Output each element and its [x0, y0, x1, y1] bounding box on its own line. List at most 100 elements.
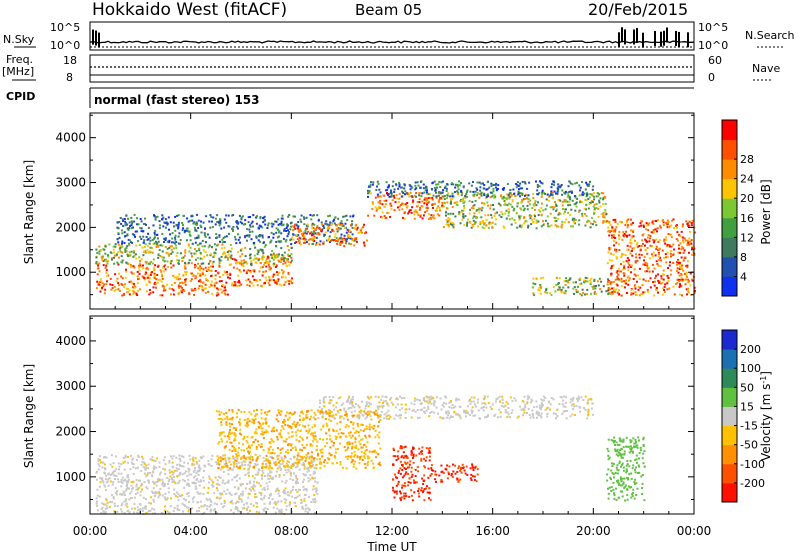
velocity-cell: [241, 463, 244, 466]
velocity-cell: [277, 500, 280, 503]
power-cell: [506, 193, 508, 196]
power-cell: [153, 242, 156, 245]
velocity-cell: [310, 501, 313, 504]
power-cell: [267, 222, 270, 225]
power-cell: [618, 238, 621, 241]
velocity-cell: [283, 457, 286, 460]
power-cell: [663, 286, 666, 289]
power-cell: [593, 198, 596, 201]
power-cell: [199, 265, 202, 268]
power-cell: [319, 240, 322, 243]
velocity-cell: [401, 486, 404, 489]
power-cell: [165, 226, 167, 229]
velocity-cell: [191, 462, 194, 465]
power-cell: [591, 223, 594, 226]
power-cell: [143, 250, 145, 253]
velocity-cell: [207, 481, 210, 484]
power-cell: [272, 279, 275, 282]
power-cell: [454, 215, 457, 218]
power-cell: [223, 226, 226, 229]
power-cell: [321, 228, 324, 231]
velocity-cell: [412, 448, 415, 450]
power-cell: [373, 214, 376, 217]
velocity-cell: [279, 469, 282, 471]
power-cell: [320, 221, 323, 224]
power-cell: [127, 217, 129, 220]
power-cell: [185, 227, 188, 230]
velocity-cell: [247, 512, 249, 515]
velocity-cell: [569, 401, 572, 404]
power-cell: [194, 274, 197, 277]
velocity-cell: [315, 487, 318, 490]
power-cell: [557, 185, 560, 188]
velocity-cell: [425, 409, 428, 412]
power-cell: [578, 194, 581, 197]
power-cell: [654, 254, 657, 257]
power-cell: [259, 248, 262, 251]
velocity-cell: [185, 470, 187, 473]
power-cell: [217, 288, 220, 291]
power-cell: [280, 247, 283, 250]
power-cell: [245, 272, 248, 275]
velocity-cell: [323, 396, 325, 399]
velocity-cell: [342, 402, 345, 405]
velocity-cell: [570, 398, 573, 401]
power-cell: [179, 239, 182, 241]
power-cell: [558, 277, 561, 280]
power-cell: [200, 226, 203, 229]
nsky-spike: [663, 30, 665, 46]
power-cell: [431, 203, 434, 206]
power-cell: [247, 269, 250, 272]
power-cell: [190, 262, 193, 265]
power-cell: [158, 249, 161, 251]
power-cell: [560, 184, 563, 186]
velocity-cell: [523, 408, 526, 411]
power-cell: [450, 182, 453, 185]
velocity-cell: [196, 462, 199, 465]
velocity-cell: [288, 461, 290, 464]
power-cell: [646, 289, 649, 291]
power-cell: [183, 264, 186, 267]
power-cell: [242, 223, 245, 226]
power-cell: [552, 208, 555, 211]
power-cell: [580, 282, 583, 285]
power-cell: [249, 224, 252, 227]
power-cell: [466, 189, 469, 192]
power-cell: [538, 289, 541, 292]
velocity-cell: [399, 472, 402, 475]
power-cell: [138, 272, 141, 275]
velocity-cell: [252, 487, 254, 490]
velocity-cell: [280, 510, 283, 513]
power-cell: [596, 195, 599, 198]
power-cell: [188, 233, 191, 236]
velocity-cell: [247, 468, 250, 471]
power-cell: [188, 293, 191, 296]
power-cell: [314, 232, 317, 235]
velocity-cell: [171, 465, 174, 468]
power-cell: [611, 228, 614, 231]
velocity-cell: [479, 417, 482, 420]
power-cell: [356, 226, 359, 229]
power-cell: [438, 207, 441, 209]
velocity-cell: [311, 460, 314, 463]
power-cell: [155, 234, 158, 236]
power-cell: [146, 276, 149, 279]
velocity-cell: [163, 483, 166, 485]
velocity-cell: [296, 462, 299, 464]
power-cell: [274, 281, 277, 284]
power-cell: [321, 223, 324, 226]
power-cell: [611, 287, 613, 290]
velocity-cell: [275, 488, 278, 491]
power-cell: [660, 282, 662, 285]
power-cell: [460, 182, 462, 184]
power-cell: [326, 239, 329, 242]
power-cell: [328, 237, 330, 240]
velocity-cell: [251, 475, 254, 478]
velocity-cell: [235, 506, 237, 508]
power-cell: [681, 236, 684, 239]
power-cell: [627, 224, 629, 227]
velocity-cell: [421, 402, 423, 405]
velocity-cell: [302, 480, 304, 483]
velocity-cell: [277, 489, 280, 492]
power-cell: [663, 291, 666, 294]
